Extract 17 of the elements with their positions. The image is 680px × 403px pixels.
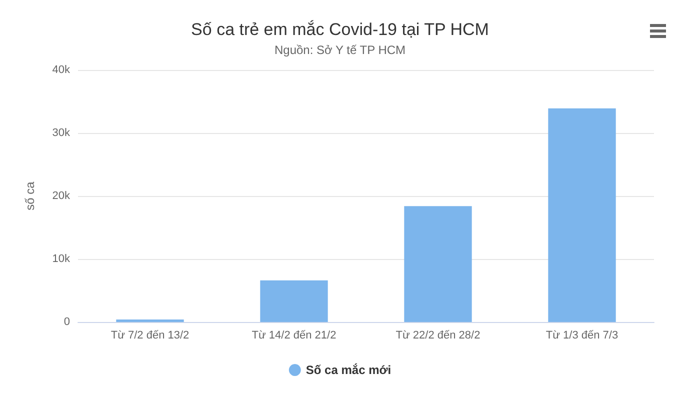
y-tick-label: 30k — [52, 127, 70, 139]
bar — [260, 280, 328, 322]
y-axis-title: số ca — [23, 181, 37, 210]
y-tick-label: 40k — [52, 64, 70, 76]
bar — [548, 108, 616, 322]
x-tick-label: Từ 14/2 đến 21/2 — [252, 330, 336, 342]
x-tick-label: Từ 1/3 đến 7/3 — [546, 330, 618, 342]
legend-label: Số ca mắc mới — [306, 363, 392, 377]
y-tick-label: 10k — [52, 253, 70, 265]
chart-title: Số ca trẻ em mắc Covid-19 tại TP HCM — [191, 20, 489, 39]
x-tick-label: Từ 22/2 đến 28/2 — [396, 330, 480, 342]
chart-subtitle: Nguồn: Sở Y tế TP HCM — [274, 43, 406, 57]
x-tick-label: Từ 7/2 đến 13/2 — [110, 330, 190, 342]
bar — [116, 319, 184, 322]
y-tick-label: 20k — [52, 190, 70, 202]
bar — [404, 206, 472, 322]
y-tick-label: 0 — [64, 316, 70, 328]
